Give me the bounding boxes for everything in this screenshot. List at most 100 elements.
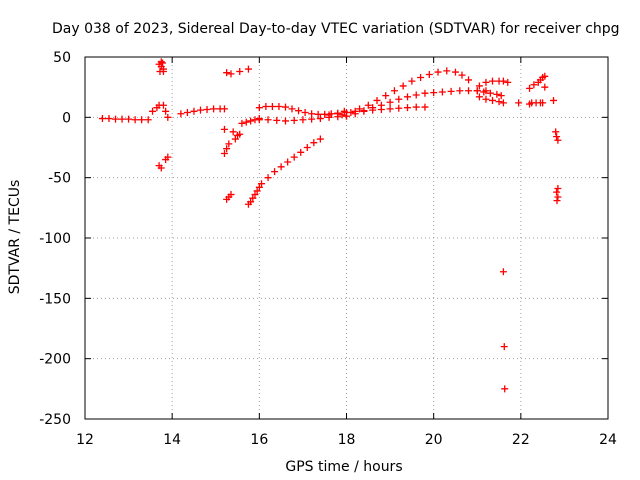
- data-point: [465, 87, 473, 95]
- data-point: [554, 136, 562, 144]
- data-point: [399, 82, 407, 90]
- data-point: [364, 101, 372, 109]
- data-point: [131, 116, 139, 124]
- data-point: [530, 81, 538, 89]
- data-point: [236, 67, 244, 75]
- data-point: [316, 135, 324, 143]
- data-point: [325, 111, 333, 119]
- data-point: [290, 153, 298, 161]
- data-point: [288, 105, 296, 113]
- data-point: [338, 111, 346, 119]
- data-point: [247, 198, 255, 206]
- series-rising-arc: [258, 135, 324, 188]
- data-point: [541, 83, 549, 91]
- data-point: [275, 102, 283, 110]
- chart-title: Day 038 of 2023, Sidereal Day-to-day VTE…: [52, 21, 620, 37]
- data-point: [157, 58, 165, 66]
- y-tick-labels: -250 -200 -150 -100 -50 0 50: [39, 50, 71, 428]
- y-tick-label: -250: [39, 412, 71, 428]
- data-point: [308, 115, 316, 123]
- data-point: [430, 89, 438, 97]
- x-tick-label: 22: [512, 432, 530, 448]
- data-point: [255, 183, 263, 191]
- data-point: [290, 116, 298, 124]
- data-points: [98, 58, 562, 393]
- data-point: [489, 77, 497, 85]
- y-tick-label: -100: [39, 231, 71, 247]
- data-point: [310, 139, 318, 147]
- x-tick-label: 20: [425, 432, 443, 448]
- data-point: [162, 107, 170, 115]
- data-point: [351, 107, 359, 115]
- data-point: [223, 69, 231, 77]
- data-point: [253, 187, 261, 195]
- data-point: [434, 68, 442, 76]
- data-point: [164, 113, 172, 121]
- series-mid-band: [177, 105, 228, 118]
- data-point: [412, 91, 420, 99]
- data-point: [482, 95, 490, 103]
- data-point: [223, 145, 231, 153]
- data-point: [482, 78, 490, 86]
- series-late-upper: [475, 77, 512, 90]
- data-point: [277, 163, 285, 171]
- data-point: [210, 105, 218, 113]
- data-point: [268, 102, 276, 110]
- series-hour15-lower: [220, 130, 244, 203]
- data-point: [554, 193, 562, 201]
- x-tick-label: 18: [338, 432, 356, 448]
- data-point: [404, 93, 412, 101]
- data-point: [541, 72, 549, 80]
- data-point: [493, 90, 501, 98]
- data-point: [489, 96, 497, 104]
- data-point: [164, 153, 172, 161]
- data-point: [316, 115, 324, 123]
- data-point: [526, 84, 534, 92]
- data-point: [386, 98, 394, 106]
- data-point: [249, 194, 257, 202]
- series-late-lower: [475, 93, 507, 107]
- data-point: [373, 96, 381, 104]
- data-point: [539, 99, 547, 107]
- data-point: [504, 78, 512, 86]
- data-point: [196, 106, 204, 114]
- data-point: [473, 87, 481, 95]
- data-point: [499, 268, 507, 276]
- series-hour22-cluster: [515, 72, 549, 108]
- data-point: [203, 105, 211, 113]
- data-point: [264, 116, 272, 124]
- data-point: [421, 103, 429, 111]
- data-point: [480, 88, 488, 96]
- data-point: [238, 119, 246, 127]
- series-late-mid: [473, 87, 505, 100]
- x-tick-label: 16: [250, 432, 268, 448]
- data-point: [408, 77, 416, 85]
- data-point: [229, 128, 237, 136]
- series-lower-tail: [325, 103, 429, 119]
- data-point: [553, 197, 561, 205]
- data-point: [500, 343, 508, 351]
- x-tick-label: 24: [599, 432, 617, 448]
- data-point: [118, 115, 126, 123]
- data-point: [262, 102, 270, 110]
- series-outliers: [499, 268, 509, 393]
- data-point: [281, 103, 289, 111]
- data-point: [244, 65, 252, 73]
- data-point: [369, 106, 377, 114]
- data-point: [295, 107, 303, 115]
- data-point: [297, 148, 305, 156]
- data-point: [356, 105, 364, 113]
- y-tick-label: -200: [39, 352, 71, 368]
- data-point: [149, 107, 157, 115]
- data-point: [284, 158, 292, 166]
- data-point: [497, 92, 505, 100]
- data-point: [255, 116, 263, 124]
- data-point: [343, 109, 350, 117]
- data-point: [458, 71, 466, 79]
- data-point: [159, 101, 167, 109]
- data-point: [231, 135, 239, 143]
- data-point: [144, 116, 152, 124]
- y-tick-label: -50: [48, 171, 71, 187]
- data-point: [554, 185, 562, 193]
